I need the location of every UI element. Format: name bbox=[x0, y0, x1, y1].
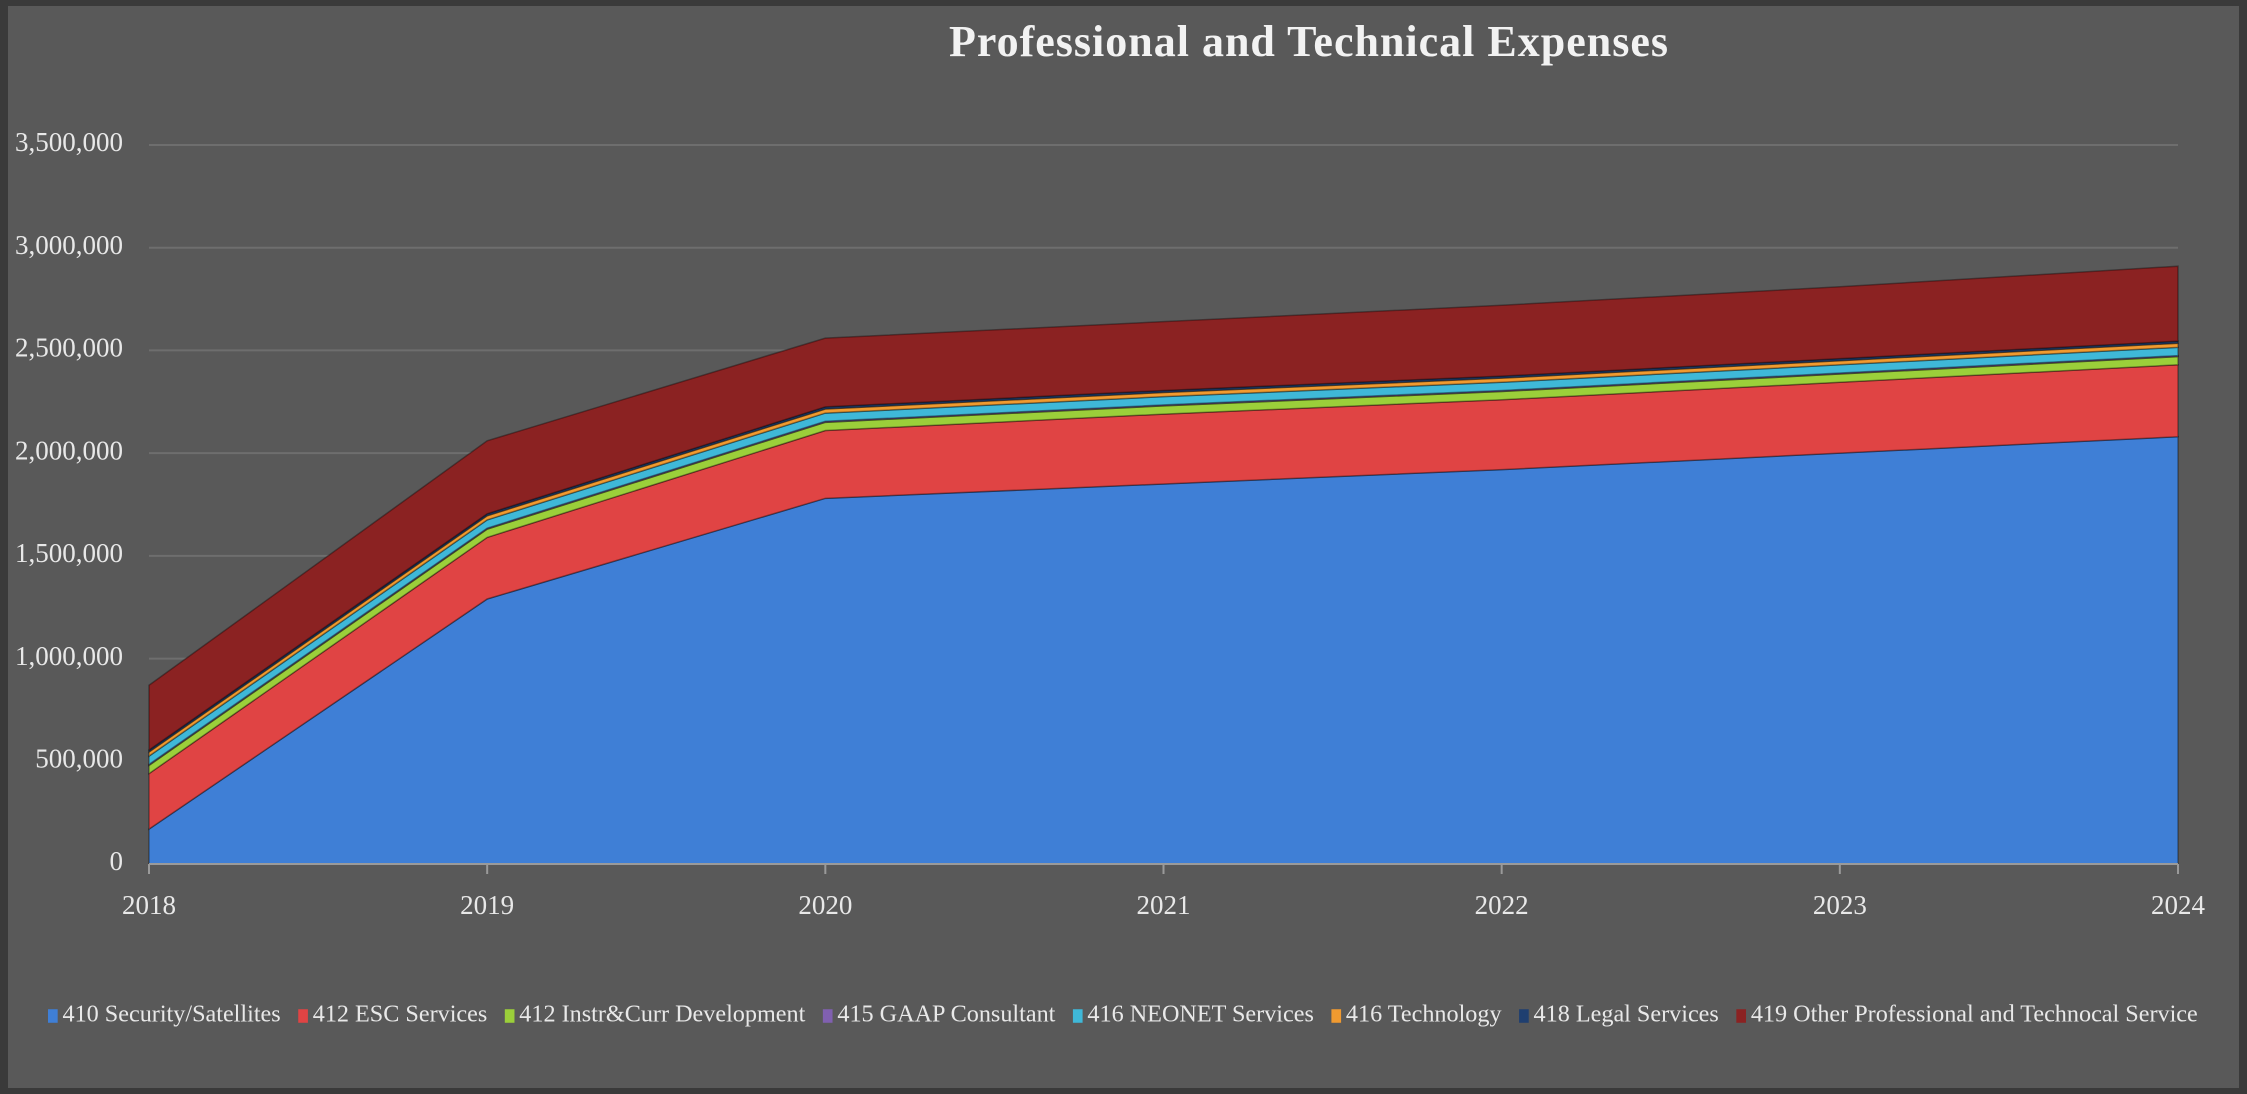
legend-label: 419 Other Professional and Technocal Ser… bbox=[1751, 1001, 2198, 1028]
legend-label: 416 Technology bbox=[1346, 1001, 1502, 1028]
legend: 410 Security/Satellites 412 ESC Services 4… bbox=[48, 1001, 2198, 1028]
legend-label: 410 Security/Satellites bbox=[63, 1001, 281, 1028]
y-tick-label: 0 bbox=[110, 846, 124, 876]
y-tick-label: 3,000,000 bbox=[15, 230, 123, 260]
x-tick-label: 2019 bbox=[460, 890, 514, 920]
legend-label: 412 ESC Services bbox=[313, 1001, 488, 1028]
x-tick-label: 2024 bbox=[2151, 890, 2206, 920]
chart-title: Professional and Technical Expenses bbox=[949, 17, 1669, 66]
x-tick-label: 2020 bbox=[798, 890, 852, 920]
legend-swatch bbox=[48, 1009, 58, 1023]
area bbox=[148, 355, 2179, 776]
y-tick-label: 500,000 bbox=[35, 743, 123, 773]
x-tick-label: 2018 bbox=[122, 890, 176, 920]
y-tick-label: 1,500,000 bbox=[15, 538, 123, 568]
legend-swatch bbox=[1736, 1009, 1747, 1023]
x-tick-label: 2021 bbox=[1137, 890, 1191, 920]
y-tick-label: 3,500,000 bbox=[15, 127, 123, 157]
area bbox=[148, 342, 2179, 758]
legend-swatch bbox=[298, 1009, 308, 1023]
legend-label: 416 NEONET Services bbox=[1087, 1001, 1313, 1028]
legend-swatch bbox=[1072, 1009, 1083, 1023]
y-tick-label: 2,000,000 bbox=[15, 435, 123, 465]
y-tick-label: 1,000,000 bbox=[15, 641, 123, 671]
y-tick-label: 2,500,000 bbox=[15, 333, 123, 363]
area bbox=[148, 265, 2179, 752]
legend-swatch bbox=[822, 1009, 833, 1023]
legend-swatch bbox=[504, 1009, 515, 1023]
legend-swatch bbox=[1519, 1009, 1529, 1023]
legend-swatch bbox=[1331, 1009, 1342, 1023]
legend-label: 415 GAAP Consultant bbox=[837, 1001, 1055, 1028]
legend-label: 412 Instr&Curr Development bbox=[519, 1001, 805, 1028]
x-tick-label: 2023 bbox=[1813, 890, 1867, 920]
x-tick-label: 2022 bbox=[1475, 890, 1529, 920]
area bbox=[148, 364, 2179, 831]
legend-label: 418 Legal Services bbox=[1534, 1001, 1719, 1028]
